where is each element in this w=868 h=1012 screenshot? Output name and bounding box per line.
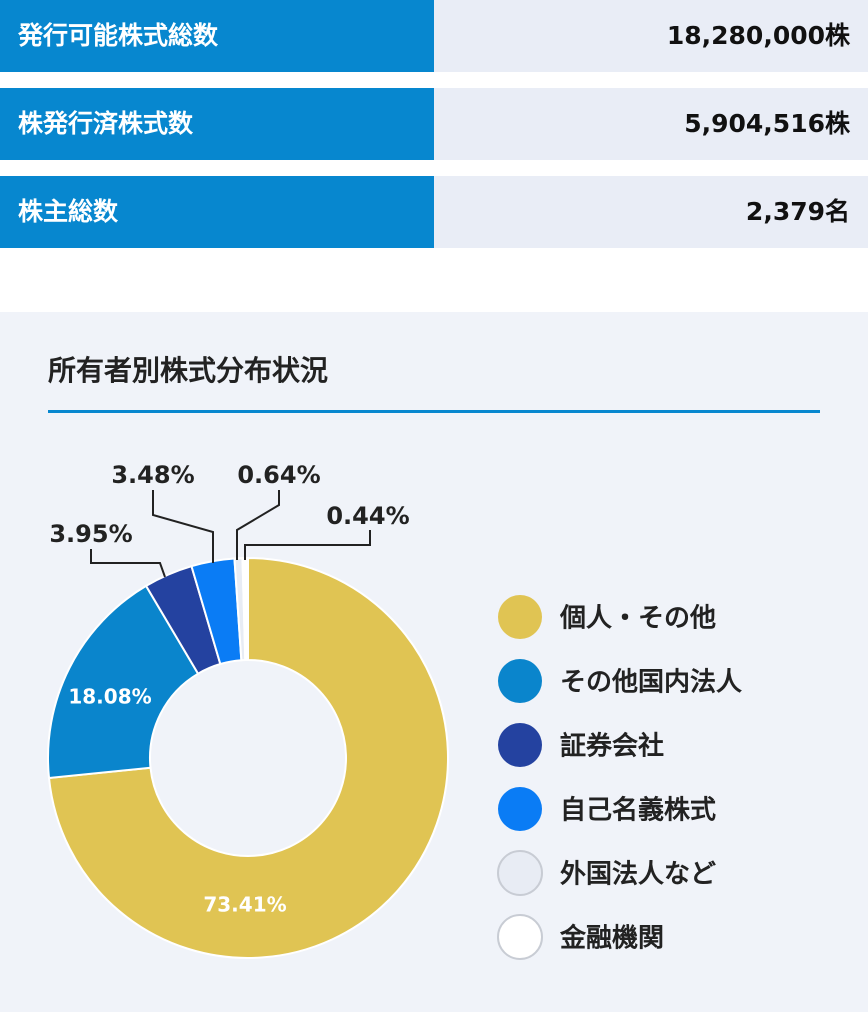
row-value: 2,379名 — [434, 176, 868, 248]
legend-swatch — [498, 723, 542, 767]
table-row: 株主総数 2,379名 — [0, 176, 868, 248]
legend-swatch — [498, 595, 542, 639]
slice-label: 0.44% — [326, 502, 409, 530]
legend-label: 外国法人など — [560, 860, 716, 890]
legend-swatch — [498, 659, 542, 703]
slice-label: 18.08% — [68, 685, 151, 709]
legend-label: その他国内法人 — [560, 668, 742, 698]
donut-slice — [47, 584, 200, 780]
chart: 所有者別株式分布状況 73.41% 18.08% 3.95% 3.48% 0.64%0.… — [0, 312, 868, 1012]
legend-swatch — [498, 787, 542, 831]
legend-swatch — [497, 850, 543, 896]
slice-label: 73.41% — [203, 893, 286, 917]
row-label: 発行可能株式総数 — [0, 0, 434, 72]
leader-line — [236, 490, 280, 560]
legend-label: 個人・その他 — [559, 604, 716, 634]
row-label: 株主総数 — [0, 176, 434, 248]
row-value: 5,904,516株 — [434, 88, 868, 160]
legend-label: 金融機関 — [559, 923, 664, 954]
slice-label: 3.48% — [111, 461, 194, 489]
table-row: 株発行済株式数 5,904,516株 — [0, 88, 868, 160]
legend-label: 自己名義株式 — [560, 795, 716, 826]
table-row: 発行可能株式総数 18,280,000株 — [0, 0, 868, 72]
title-underline — [48, 410, 820, 413]
row-label: 株発行済株式数 — [0, 88, 434, 160]
legend-label: 証券会社 — [560, 731, 664, 762]
legend-swatch — [497, 914, 543, 960]
leader-line — [152, 490, 214, 563]
slice-label: 0.64% — [237, 461, 320, 489]
donut-slice — [47, 556, 449, 959]
slice-label: 3.95% — [49, 520, 132, 548]
chart-title: 所有者別株式分布状況 — [48, 354, 328, 387]
row-value: 18,280,000株 — [434, 0, 868, 72]
leader-line — [244, 530, 371, 560]
leader-line — [90, 549, 166, 578]
